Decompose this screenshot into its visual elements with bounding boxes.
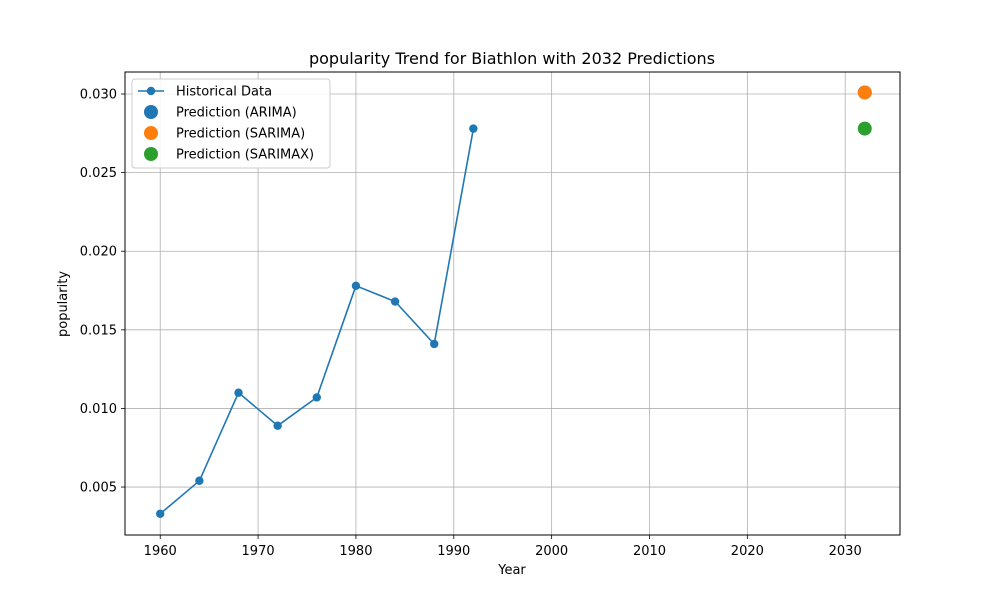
y-tick-label: 0.015 <box>80 323 117 338</box>
y-tick-label: 0.010 <box>80 402 117 417</box>
legend-marker-prediction-sarima <box>144 126 158 140</box>
historical-data-point <box>312 393 321 402</box>
x-tick-label: 1970 <box>242 544 275 559</box>
x-axis-label: Year <box>497 563 526 578</box>
legend-marker-prediction-arima <box>144 105 158 119</box>
x-tick-label: 1960 <box>144 544 177 559</box>
plot-area-frame <box>124 71 901 536</box>
legend-label-prediction-sarimax: Prediction (SARIMAX) <box>176 148 314 163</box>
historical-data-point <box>273 421 282 430</box>
grid <box>125 72 900 535</box>
historical-data-point <box>430 339 439 349</box>
x-axis-ticks: 1960 1970 1980 1990 2000 2010 2020 2030 <box>144 535 862 559</box>
legend-box <box>131 78 331 169</box>
x-tick-label: 2020 <box>731 544 764 559</box>
x-tick-label: 2010 <box>633 544 666 559</box>
legend: Historical Data Prediction (ARIMA) Predict… <box>131 78 331 169</box>
x-tick-label: 2000 <box>535 544 568 559</box>
legend-label-historical-data: Historical Data <box>176 85 272 100</box>
legend-label-prediction-arima: Prediction (ARIMA) <box>176 106 297 121</box>
historical-data-point <box>469 124 478 133</box>
chart-title: popularity Trend for Biathlon with 2032 … <box>309 49 715 68</box>
series-layer <box>156 85 872 518</box>
y-tick-label: 0.005 <box>80 481 117 496</box>
y-tick-label: 0.025 <box>80 166 117 181</box>
y-tick-label: 0.030 <box>80 88 117 103</box>
legend-marker-prediction-sarimax <box>144 147 158 161</box>
y-axis-label: popularity <box>56 271 71 337</box>
prediction-sarima-point <box>857 85 872 100</box>
y-axis-ticks: 0.005 0.010 0.015 0.020 0.025 0.030 <box>80 88 125 496</box>
legend-marker-historical-data <box>146 86 156 96</box>
y-tick-label: 0.020 <box>80 245 117 260</box>
historical-data-point <box>351 281 361 291</box>
x-tick-label: 2030 <box>829 544 862 559</box>
historical-data-point <box>195 476 204 485</box>
x-tick-label: 1990 <box>437 544 470 559</box>
legend-label-prediction-sarima: Prediction (SARIMA) <box>176 127 305 142</box>
prediction-sarimax-point <box>857 121 872 136</box>
historical-data-point <box>156 509 165 518</box>
historical-data-point <box>234 388 243 397</box>
historical-data-point <box>390 297 400 306</box>
x-tick-label: 1980 <box>339 544 372 559</box>
